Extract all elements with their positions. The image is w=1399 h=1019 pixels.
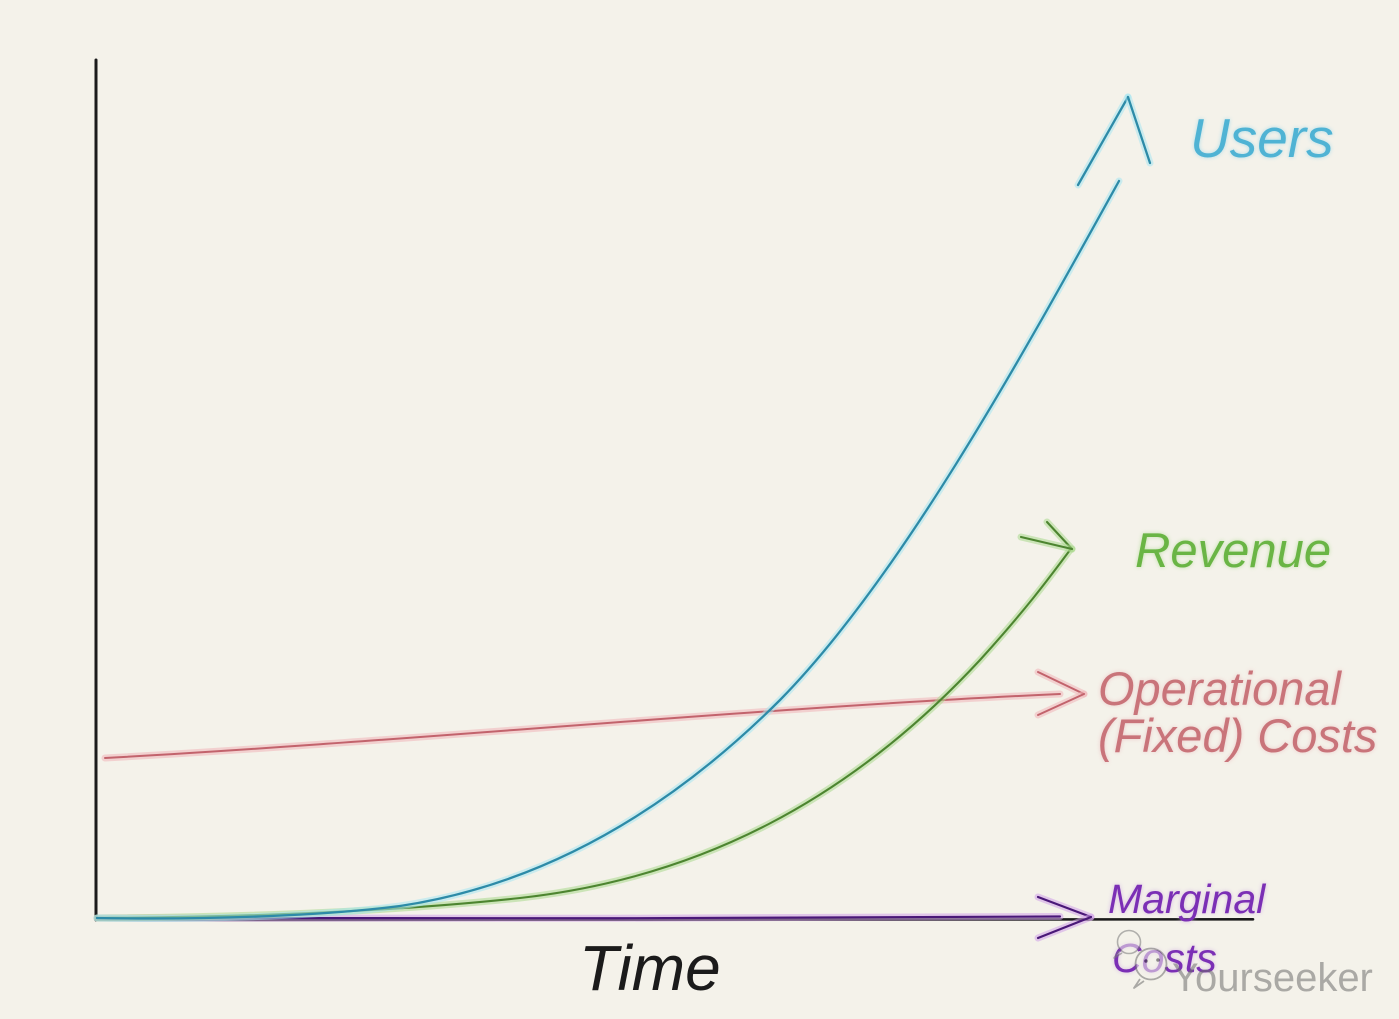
svg-text:Revenue: Revenue xyxy=(1135,524,1331,578)
svg-text:Time: Time xyxy=(579,932,721,1004)
svg-text:Users: Users xyxy=(1190,107,1334,169)
svg-text:Yourseeker: Yourseeker xyxy=(1172,956,1373,1000)
svg-text:Marginal: Marginal xyxy=(1108,876,1267,922)
svg-text:Operational: Operational xyxy=(1098,662,1343,715)
svg-text:(Fixed) Costs: (Fixed) Costs xyxy=(1098,709,1377,762)
